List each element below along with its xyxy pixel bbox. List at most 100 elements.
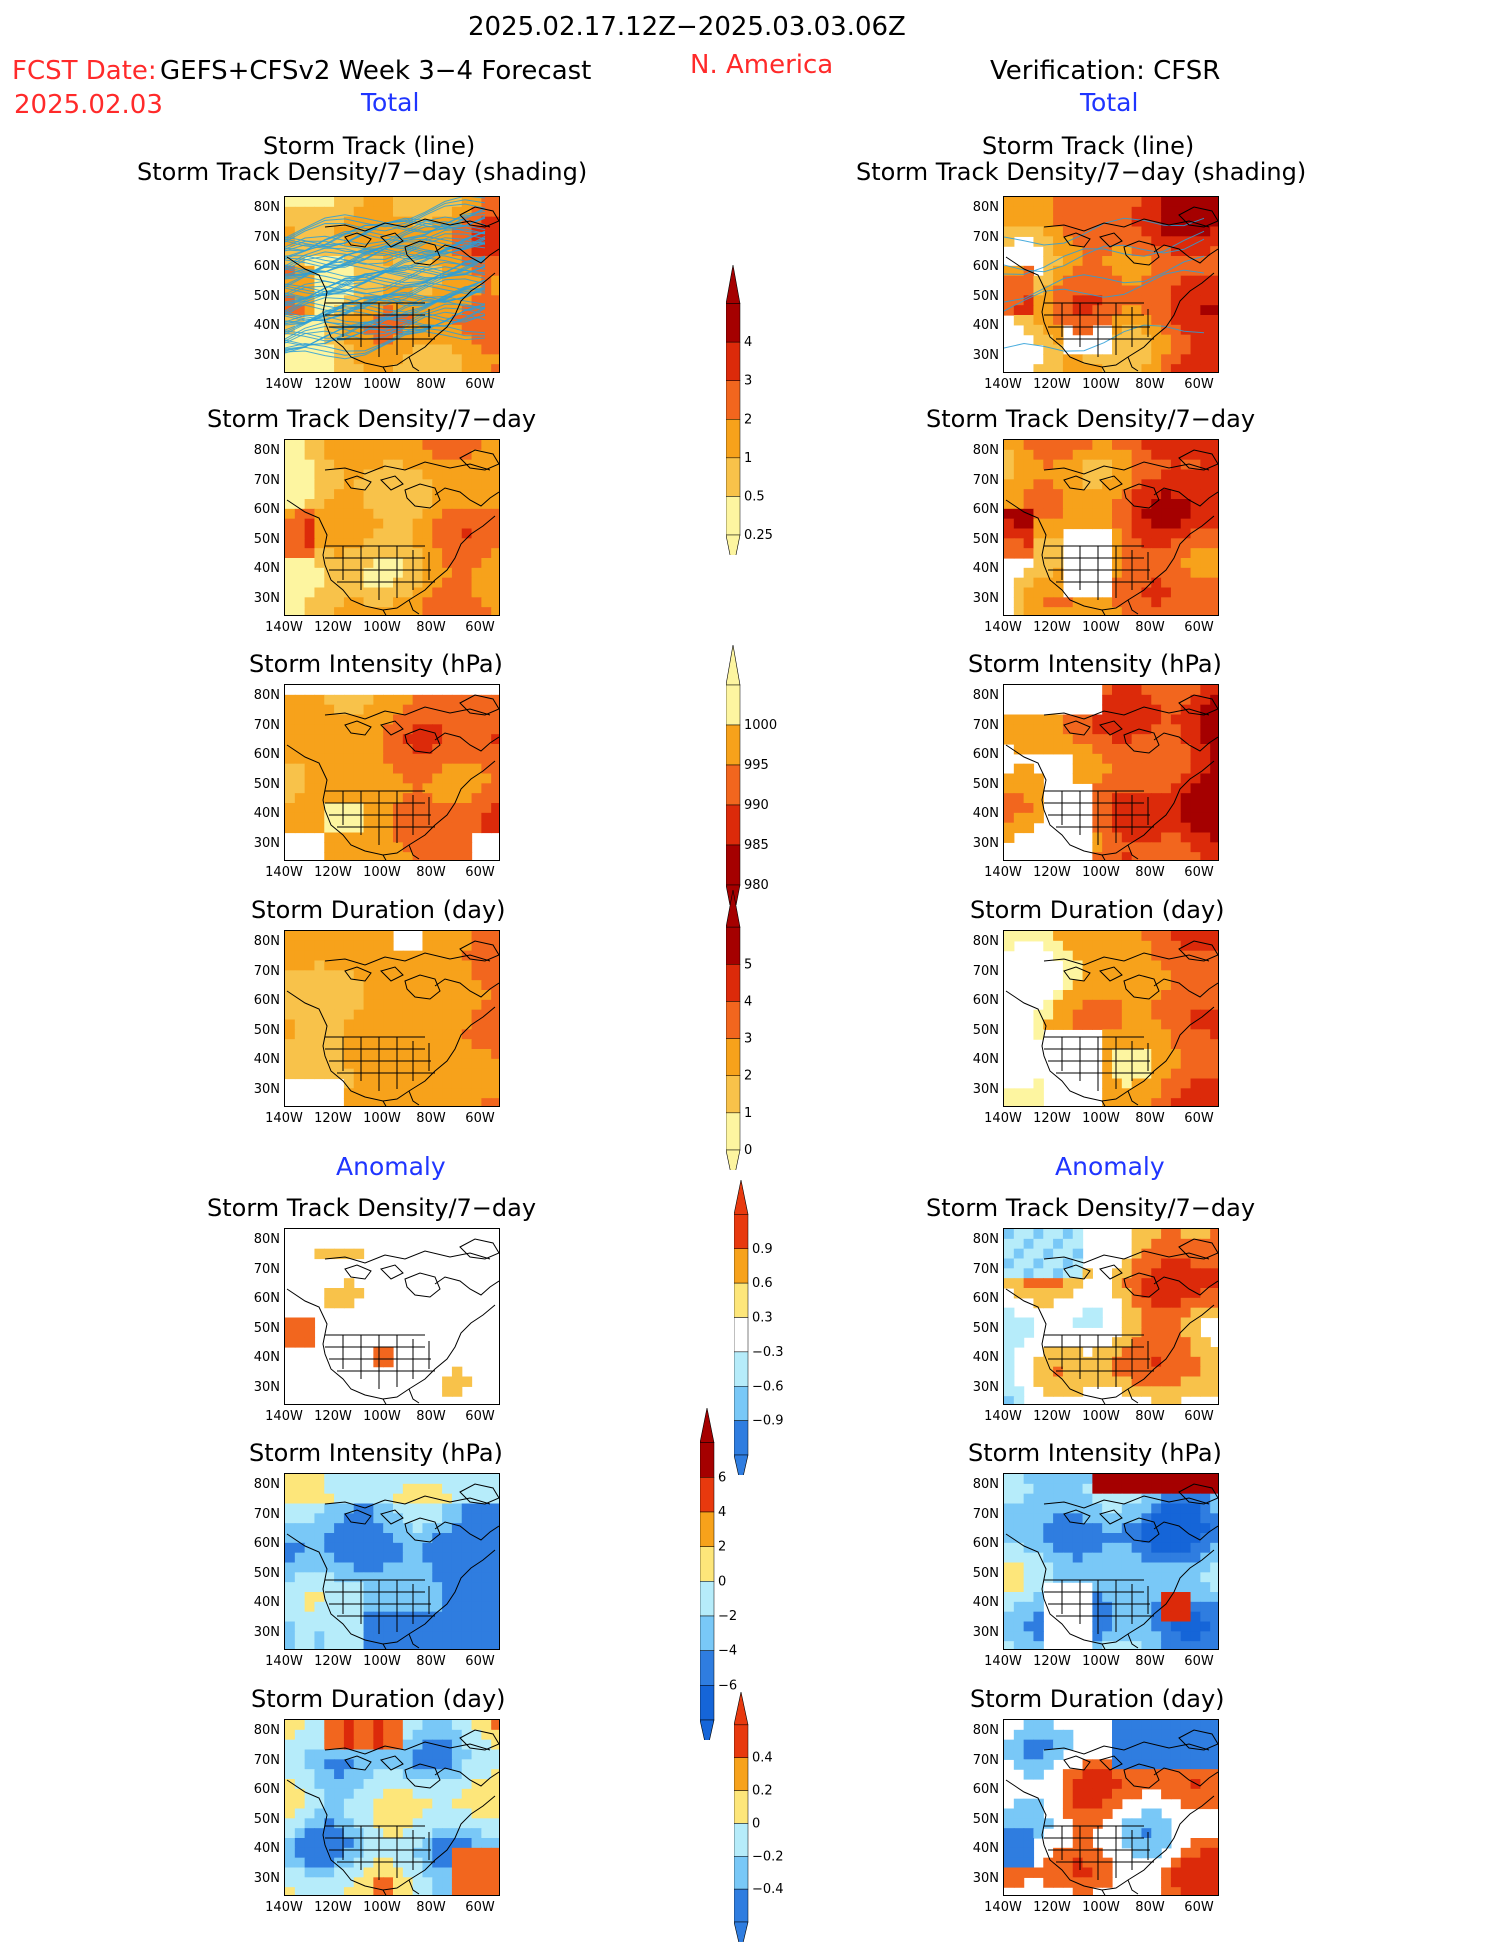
ob-duration-coastlines [1004,931,1219,1107]
ob-duration-coastline [1064,967,1090,981]
fc-track-lat-tick: 50N [240,289,280,304]
fc-intensity-anom-title: Storm Intensity (hPa) [249,1441,503,1465]
fcst-date-label: FCST Date: [12,58,157,84]
fc-density-anom-lat-tick: 70N [240,1262,280,1277]
fc-density-title: Storm Track Density/7−day [207,407,536,431]
fc-intensity-anom-lat-tick: 80N [240,1477,280,1492]
period-title: 2025.02.17.12Z−2025.03.03.06Z [468,14,906,40]
ob-density-coastline [1064,476,1090,490]
ob-duration-anom-coastlines [1004,1720,1219,1896]
fc-track-lat-tick: 80N [240,200,280,215]
ob-density-anom-coastline [1044,1347,1154,1371]
fc-intensity-lon-tick: 100W [362,865,402,880]
fc-track-title: Storm Track (line) [263,134,475,158]
fc-density-anom-lat-tick: 60N [240,1291,280,1306]
fc-track-lon-tick: 100W [362,377,402,392]
fc-intensity-anom-coastline [343,1580,429,1634]
ob-density-lon-tick: 120W [1032,620,1072,635]
ob-duration-lon-tick: 120W [1032,1111,1072,1126]
ob-intensity-anom-lon-tick: 100W [1081,1654,1121,1669]
section-anomaly-left: Anomaly [336,1154,446,1179]
ob-intensity-anom-map [1003,1473,1219,1650]
region-title: N. America [690,52,833,78]
fc-duration-anom-coastline [409,1880,419,1894]
ob-density-anom-coastline [1100,1265,1122,1279]
fc-density-anom-coastline [345,1265,371,1279]
fc-duration-lat-tick: 60N [240,993,280,1008]
ob-intensity-coastline [1154,733,1218,751]
ob-intensity-anom-lat-tick: 30N [959,1625,999,1640]
ob-density-anom-coastline [1124,1273,1159,1297]
fc-intensity-lat-tick: 50N [240,777,280,792]
ob-density-coastline [1044,558,1154,582]
fc-duration-lat-tick: 40N [240,1052,280,1067]
fc-track-coastline [287,257,495,367]
ob-track-lon-tick: 100W [1081,377,1121,392]
ob-track-subtitle: Storm Track Density/7−day (shading) [856,160,1306,184]
fc-track-lat-tick: 60N [240,259,280,274]
ob-intensity-anom-coastline [1100,1510,1122,1524]
ob-duration-coastline [1124,975,1159,999]
ob-track-lon-tick: 120W [1032,377,1072,392]
fc-density-anom-coastline [405,1273,440,1297]
fc-intensity-coastline [381,721,403,735]
fc-intensity-anom-map [284,1473,500,1650]
fc-track-subtitle: Storm Track Density/7−day (shading) [137,160,587,184]
fc-density-anom-lon-tick: 100W [362,1409,402,1424]
fc-intensity-lat-tick: 80N [240,688,280,703]
fc-duration-anom-lon-tick: 100W [362,1900,402,1915]
ob-intensity-lat-tick: 50N [959,777,999,792]
ob-intensity-anom-lat-tick: 40N [959,1595,999,1610]
fc-intensity-lat-tick: 70N [240,718,280,733]
fc-track-coastline [383,367,387,373]
fc-intensity-anom-coastline [325,1592,435,1616]
fc-density-anom-coastlines [285,1229,500,1405]
fc-duration-anom-lon-tick: 120W [313,1900,353,1915]
ob-duration-anom-coastline [1154,1768,1218,1786]
fc-duration-anom-coastline [325,1838,435,1862]
ob-intensity-anom-lon-tick: 80W [1130,1654,1170,1669]
fc-density-lon-tick: 100W [362,620,402,635]
fc-track-coastline [405,241,440,265]
ob-duration-lat-tick: 40N [959,1052,999,1067]
section-total-right: Total [1080,90,1138,115]
fc-duration-coastline [345,967,371,981]
fc-density-anom-lon-tick: 140W [264,1409,304,1424]
fc-density-anom-title: Storm Track Density/7−day [207,1196,536,1220]
ob-track-lon-tick: 80W [1130,377,1170,392]
ob-density-lon-tick: 100W [1081,620,1121,635]
fc-duration-lat-tick: 70N [240,964,280,979]
ob-intensity-anom-coastline [1062,1580,1148,1634]
ob-intensity-anom-coastline [1102,1644,1106,1650]
ob-track-coastline [1128,357,1138,371]
fc-intensity-coastline [405,729,440,753]
fc-intensity-anom-coastline [405,1518,440,1542]
fc-duration-lon-tick: 140W [264,1111,304,1126]
fc-intensity-coastline [325,803,435,827]
fc-duration-lat-tick: 50N [240,1023,280,1038]
fc-density-lat-tick: 80N [240,443,280,458]
ob-duration-coastline [1102,1101,1106,1107]
ob-density-coastline [1100,476,1122,490]
ob-intensity-anom-coastline [1044,1592,1154,1616]
fc-track-coastline [325,315,435,339]
fc-density-anom-coastline [381,1265,403,1279]
ob-intensity-coastline [1128,845,1138,859]
ob-density-anom-lon-tick: 60W [1179,1409,1219,1424]
ob-intensity-title: Storm Intensity (hPa) [968,652,1222,676]
fc-intensity-lon-tick: 140W [264,865,304,880]
ob-duration-lon-tick: 80W [1130,1111,1170,1126]
ob-track-title: Storm Track (line) [982,134,1194,158]
ob-density-anom-lat-tick: 50N [959,1321,999,1336]
fc-density-coastline [405,484,440,508]
fc-track-lon-tick: 60W [460,377,500,392]
fc-duration-anom-coastline [287,1780,495,1890]
ob-density-lat-tick: 70N [959,473,999,488]
fc-intensity-coastlines [285,685,500,861]
fc-duration-anom-title: Storm Duration (day) [251,1687,506,1711]
ob-duration-anom-coastline [1062,1826,1148,1880]
ob-density-coastline [1102,610,1106,616]
fc-track-map [284,196,500,373]
ob-intensity-lat-tick: 40N [959,806,999,821]
fc-track-lat-tick: 30N [240,348,280,363]
